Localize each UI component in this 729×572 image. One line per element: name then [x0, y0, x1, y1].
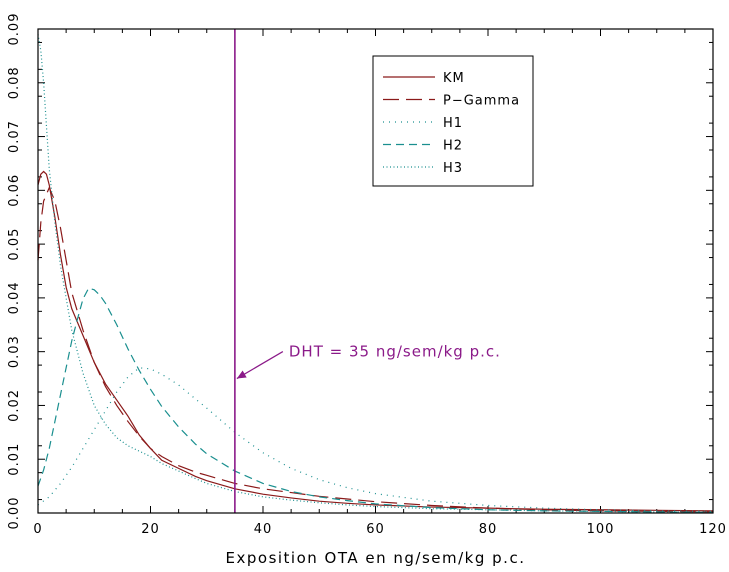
y-tick-label: 0.07 — [7, 120, 22, 153]
reference-arrow-head — [236, 370, 247, 379]
y-tick-label: 0.02 — [7, 389, 22, 422]
y-tick-label: 0.03 — [7, 335, 22, 368]
x-tick-label: 0 — [33, 522, 42, 537]
x-tick-label: 100 — [587, 522, 615, 537]
x-tick-label: 60 — [366, 522, 385, 537]
x-tick-label: 20 — [141, 522, 160, 537]
reference-line-layer: DHT = 35 ng/sem/kg p.c. — [234, 29, 501, 513]
x-tick-label: 40 — [254, 522, 273, 537]
y-tick-label: 0.08 — [7, 66, 22, 99]
legend-box — [372, 55, 534, 187]
y-tick-labels: 0.00 0.01 0.02 0.03 0.04 0.05 0.06 0.07 0.08 0.09 — [7, 13, 22, 530]
y-tick-label: 0.04 — [7, 281, 22, 314]
x-tick-labels: 0 20 40 60 80 100 120 — [33, 522, 727, 537]
plot-frame — [37, 28, 714, 514]
x-axis-title: Exposition OTA en ng/sem/kg p.c. — [226, 549, 526, 567]
y-tick-label: 0.06 — [7, 174, 22, 207]
legend-label: P−Gamma — [443, 94, 520, 109]
series-line-km — [37, 170, 714, 512]
legend-label: KM — [443, 71, 465, 86]
x-tick-label: 80 — [479, 522, 498, 537]
legend-label: H2 — [443, 139, 463, 154]
y-tick-label: 0.05 — [7, 228, 22, 261]
series-line-h1 — [37, 367, 714, 512]
series-line-h3 — [37, 34, 713, 513]
series-line-h2 — [37, 287, 714, 514]
legend-label: H1 — [443, 116, 463, 131]
series-line-p-gamma — [37, 186, 714, 513]
legend: KM P−Gamma H1 H2 H3 — [372, 55, 534, 187]
series-layer — [37, 34, 714, 514]
y-tick-label: 0.09 — [7, 13, 22, 46]
reference-line-label: DHT = 35 ng/sem/kg p.c. — [289, 343, 501, 361]
x-tick-label: 120 — [699, 522, 727, 537]
y-tick-label: 0.01 — [7, 443, 22, 476]
y-tick-label: 0.00 — [7, 497, 22, 530]
legend-label: H3 — [443, 161, 463, 176]
